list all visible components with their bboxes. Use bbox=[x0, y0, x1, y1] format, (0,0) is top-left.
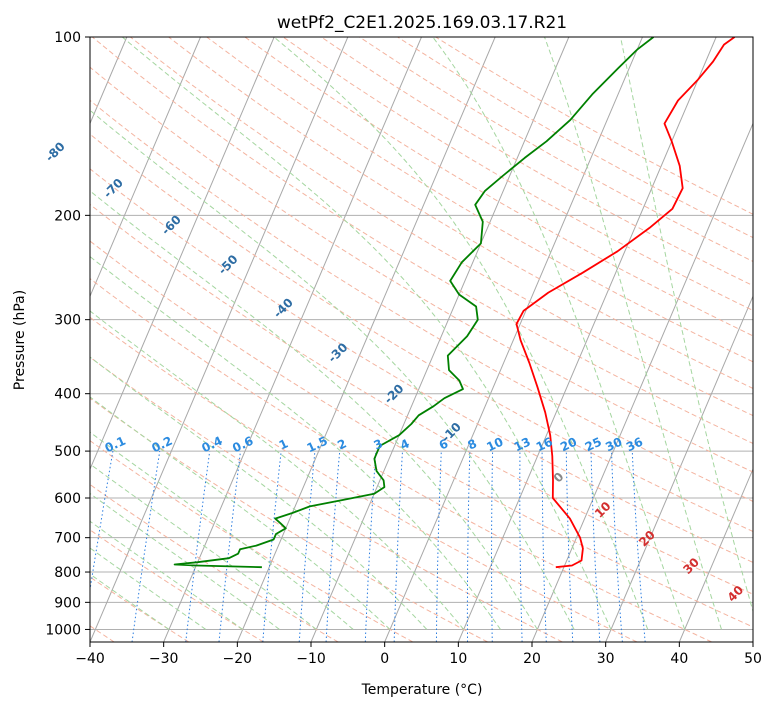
x-tick-label: 40 bbox=[670, 651, 688, 667]
y-axis-label: Pressure (hPa) bbox=[12, 290, 28, 390]
x-axis-label: Temperature (°C) bbox=[361, 682, 483, 698]
y-tick-label: 700 bbox=[54, 531, 81, 547]
y-tick-label: 900 bbox=[54, 595, 81, 611]
y-tick-label: 600 bbox=[54, 491, 81, 507]
x-tick-label: 50 bbox=[744, 651, 762, 667]
x-tick-label: 10 bbox=[449, 651, 467, 667]
y-tick-label: 200 bbox=[54, 208, 81, 224]
y-tick-label: 400 bbox=[54, 387, 81, 403]
x-tick-label: 20 bbox=[523, 651, 541, 667]
x-tick-label: −30 bbox=[149, 651, 179, 667]
x-tick-label: −40 bbox=[75, 651, 105, 667]
y-tick-label: 500 bbox=[54, 444, 81, 460]
y-tick-label: 300 bbox=[54, 313, 81, 329]
y-tick-label: 1000 bbox=[45, 622, 81, 638]
x-tick-label: 30 bbox=[597, 651, 615, 667]
x-tick-label: −20 bbox=[223, 651, 253, 667]
y-tick-label: 100 bbox=[54, 30, 81, 46]
x-tick-label: 0 bbox=[380, 651, 389, 667]
y-tick-label: 800 bbox=[54, 565, 81, 581]
x-tick-label: −10 bbox=[296, 651, 326, 667]
chart-title: wetPf2_C2E1.2025.169.03.17.R21 bbox=[277, 13, 567, 33]
